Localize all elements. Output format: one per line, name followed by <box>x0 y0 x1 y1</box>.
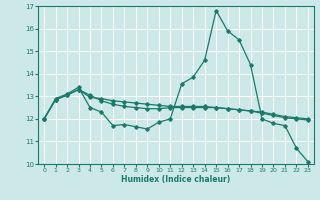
X-axis label: Humidex (Indice chaleur): Humidex (Indice chaleur) <box>121 175 231 184</box>
